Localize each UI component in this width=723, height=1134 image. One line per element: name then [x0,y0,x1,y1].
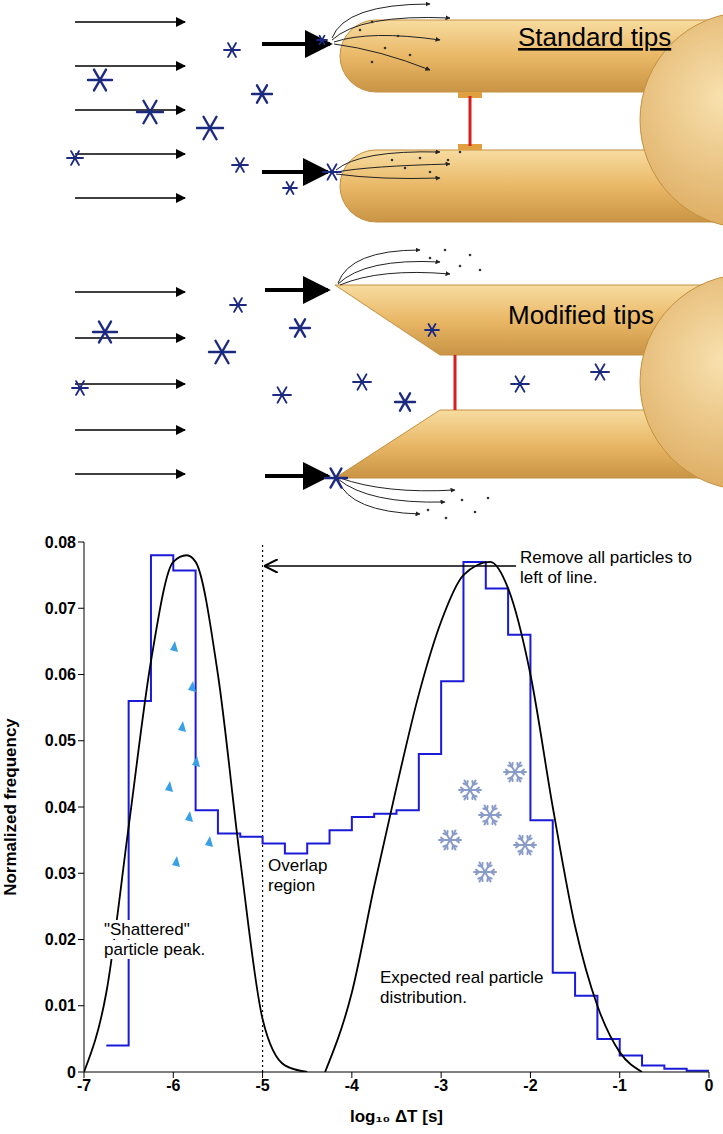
svg-text:0.01: 0.01 [45,997,76,1014]
svg-text:-1: -1 [613,1077,627,1094]
svg-text:0.04: 0.04 [45,799,76,816]
svg-text:-3: -3 [434,1077,448,1094]
svg-text:-7: -7 [77,1077,91,1094]
svg-text:-4: -4 [345,1077,359,1094]
svg-text:0.02: 0.02 [45,931,76,948]
html-text:Expected real particle distrib: Expected real particle distribution. [380,968,544,1007]
svg-text:0: 0 [67,1064,76,1081]
svg-text:0.07: 0.07 [45,600,76,617]
svg-text:Normalized frequency: Normalized frequency [1,718,20,896]
html-text:"Shattered" particle peak.: "Shattered" particle peak. [104,920,206,959]
svg-text:0: 0 [705,1077,714,1094]
html-text:Overlap region: Overlap region [268,856,328,895]
svg-text:0.03: 0.03 [45,865,76,882]
svg-text:-6: -6 [166,1077,180,1094]
svg-text:Modified tips: Modified tips [508,300,654,330]
html-text:Remove all particles to left o: Remove all particles to left of line. [520,548,692,587]
svg-text:-2: -2 [523,1077,537,1094]
svg-text:0.06: 0.06 [45,666,76,683]
svg-text:0.05: 0.05 [45,732,76,749]
svg-text:0.08: 0.08 [45,534,76,551]
svg-text:-5: -5 [255,1077,269,1094]
svg-text:log₁₀ ΔT [s]: log₁₀ ΔT [s] [350,1107,443,1126]
svg-text:Standard tips: Standard tips [518,22,671,52]
